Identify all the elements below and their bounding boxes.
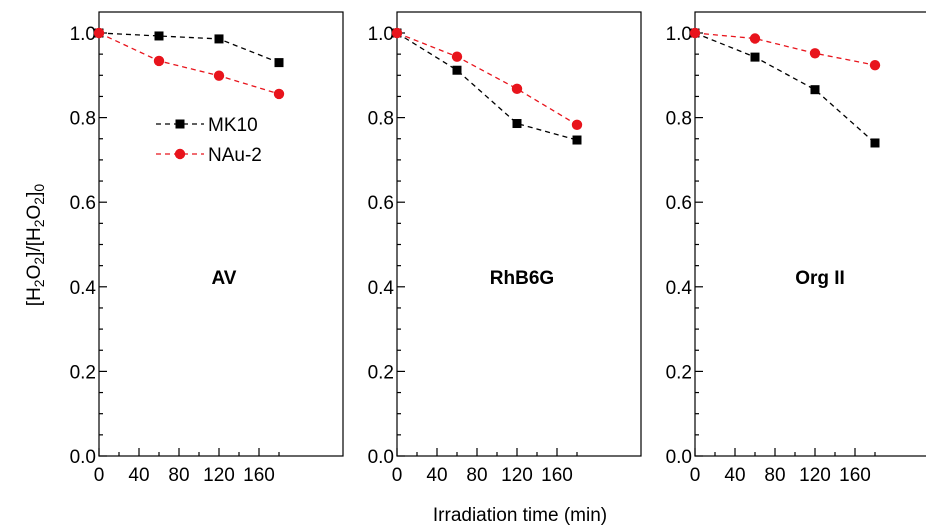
data-point-NAu-2 — [511, 83, 523, 95]
y-tick-label: 0.6 — [368, 193, 394, 214]
x-tick-label: 40 — [128, 465, 149, 486]
x-tick-label: 0 — [94, 465, 105, 486]
legend-marker-MK10 — [175, 119, 185, 129]
x-tick-label: 0 — [392, 465, 403, 486]
y-tick-label: 0.0 — [70, 447, 96, 468]
data-point-MK10 — [870, 138, 880, 148]
y-tick-label: 0.4 — [70, 278, 97, 299]
y-tick-label: 0.8 — [368, 109, 394, 130]
y-title-sub: 2 — [31, 279, 47, 287]
series-line-MK10 — [694, 32, 876, 144]
panel-1: 0.0 0.2 0.4 0.6 0.8 1.0 0 40 80 120 160 RhB6G — [368, 11, 642, 486]
y-tick-label: 0.6 — [666, 193, 692, 214]
data-point-NAu-2 — [213, 70, 225, 81]
y-tick-label: 0.8 — [70, 109, 96, 130]
x-tick-label: 160 — [243, 465, 275, 486]
y-tick-label: 0.4 — [666, 278, 693, 299]
legend-marker-NAu-2 — [174, 148, 186, 160]
legend-label-MK10: MK10 — [208, 115, 258, 136]
data-point-NAu-2 — [571, 119, 583, 130]
data-point-NAu-2 — [451, 51, 463, 62]
data-point-MK10 — [512, 119, 522, 129]
y-tick-label: 1.0 — [368, 24, 394, 45]
x-tick-label: 80 — [764, 465, 785, 486]
x-tick-label: 80 — [466, 465, 487, 486]
x-tick-label: 80 — [168, 465, 189, 486]
data-point-MK10 — [572, 135, 582, 145]
y-tick-label: 0.4 — [368, 278, 395, 299]
y-title-sub: 2 — [31, 219, 47, 227]
y-title-part: O — [24, 205, 45, 220]
data-point-NAu-2 — [749, 33, 761, 44]
series-line-NAu-2 — [694, 32, 876, 66]
y-tick-label: 0.2 — [70, 362, 96, 383]
data-point-NAu-2 — [869, 59, 881, 71]
y-title-sub: 2 — [31, 257, 47, 265]
data-point-NAu-2 — [689, 27, 701, 39]
data-point-MK10 — [154, 31, 164, 41]
series-line-NAu-2 — [396, 32, 578, 126]
series-line-MK10 — [98, 32, 280, 64]
x-tick-label: 0 — [690, 465, 701, 486]
x-tick-label: 40 — [724, 465, 745, 486]
y-title-part: ] — [24, 192, 45, 197]
y-axis-title: [H2O2]/[H2O2]0 — [24, 184, 47, 307]
legend: MK10 NAu-2 — [156, 115, 262, 166]
legend-label-NAu-2: NAu-2 — [208, 145, 262, 166]
x-tick-label: 160 — [839, 465, 871, 486]
x-tick-label: 120 — [203, 465, 235, 486]
y-title-part: [H — [24, 287, 45, 306]
y-title-part: O — [24, 265, 45, 280]
data-point-MK10 — [214, 34, 224, 44]
series-line-NAu-2 — [98, 32, 280, 95]
panel-label: RhB6G — [490, 268, 554, 289]
data-point-NAu-2 — [93, 27, 105, 39]
panel-0: 0.0 0.2 0.4 0.6 0.8 1.0 0 40 80 120 160 AV — [70, 11, 344, 486]
y-tick-label: 0.0 — [368, 447, 394, 468]
data-point-NAu-2 — [809, 48, 821, 59]
y-tick-label: 1.0 — [70, 24, 96, 45]
data-point-MK10 — [452, 65, 462, 75]
panel-2: 0.0 0.2 0.4 0.6 0.8 1.0 0 40 80 120 160 Org II — [666, 11, 926, 486]
data-point-MK10 — [750, 52, 760, 62]
y-tick-label: 0.2 — [666, 362, 692, 383]
data-point-NAu-2 — [391, 27, 403, 39]
panels: 0.0 0.2 0.4 0.6 0.8 1.0 0 40 80 120 160 AV 0.0 0.2 0.4… — [70, 11, 926, 486]
x-tick-label: 160 — [541, 465, 573, 486]
x-axis-title: Irradiation time (min) — [433, 505, 607, 526]
y-tick-label: 0.8 — [666, 109, 692, 130]
y-tick-label: 0.6 — [70, 193, 96, 214]
panel-label: Org II — [795, 268, 845, 289]
panel-label: AV — [212, 268, 237, 289]
y-title-sub: 2 — [31, 197, 47, 205]
panel-frame — [694, 11, 926, 457]
data-point-NAu-2 — [273, 88, 285, 100]
series-line-MK10 — [396, 32, 578, 141]
x-tick-label: 40 — [426, 465, 447, 486]
y-tick-label: 0.0 — [666, 447, 692, 468]
data-point-MK10 — [810, 85, 820, 95]
panel-frame — [396, 11, 642, 457]
data-point-NAu-2 — [153, 55, 165, 67]
y-title-sub: 0 — [31, 184, 47, 192]
x-tick-label: 120 — [799, 465, 831, 486]
x-tick-label: 120 — [501, 465, 533, 486]
data-point-MK10 — [274, 58, 284, 68]
y-tick-label: 0.2 — [368, 362, 394, 383]
y-tick-label: 1.0 — [666, 24, 692, 45]
y-title-part: ]/[H — [24, 227, 45, 257]
panel-frame — [98, 11, 344, 457]
